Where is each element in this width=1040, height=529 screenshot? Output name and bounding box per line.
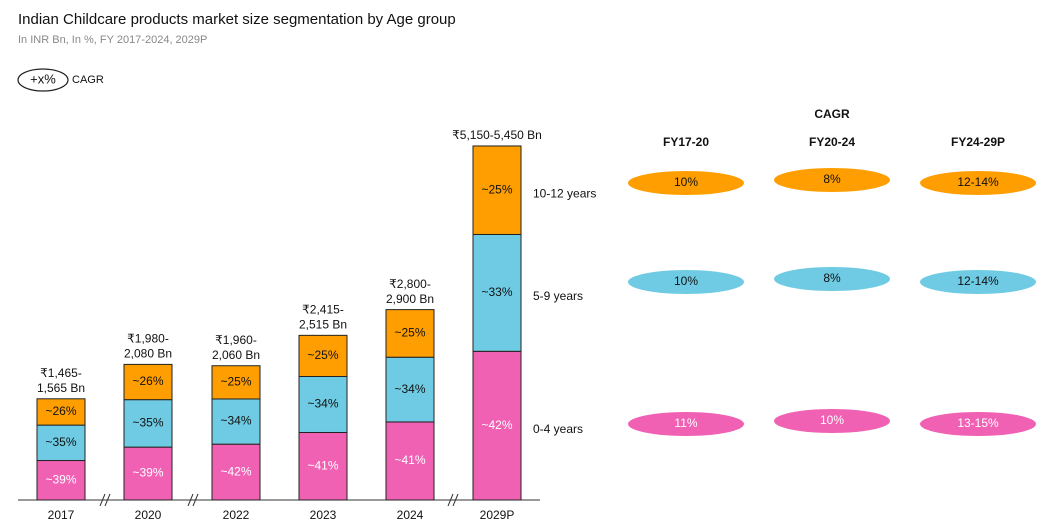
cagr-value: 10% xyxy=(674,274,698,288)
bar-segment xyxy=(211,443,261,501)
segment-label: ~41% xyxy=(394,453,425,467)
cagr-value: 12-14% xyxy=(957,274,999,288)
segment-label: ~25% xyxy=(307,348,338,362)
total-label: ₹1,980- xyxy=(127,332,169,346)
bar-segment xyxy=(36,398,86,426)
segment-label: ~42% xyxy=(220,464,251,478)
cagr-period: FY24-29P xyxy=(951,135,1005,149)
bar-segment xyxy=(472,233,522,352)
cagr-pill xyxy=(774,267,890,291)
segment-label: ~34% xyxy=(307,397,338,411)
segment-label: ~42% xyxy=(481,418,512,432)
total-label: ₹2,800- xyxy=(389,277,431,291)
bar-segment xyxy=(298,334,348,378)
segment-label: ~26% xyxy=(132,374,163,388)
cagr-value: 13-15% xyxy=(957,416,999,430)
segment-label: ~41% xyxy=(307,458,338,472)
segment-label: ~39% xyxy=(45,472,76,486)
cagr-title: CAGR xyxy=(814,107,850,121)
bar-segment xyxy=(298,431,348,501)
x-tick-label: 2024 xyxy=(397,508,424,522)
segment-label: ~34% xyxy=(220,414,251,428)
cagr-pill xyxy=(774,168,890,192)
segment-label: ~34% xyxy=(394,382,425,396)
total-label: 2,900 Bn xyxy=(386,292,434,306)
bar-segment xyxy=(123,446,173,501)
cagr-pill xyxy=(628,171,744,195)
total-label: 2,515 Bn xyxy=(299,318,347,332)
cagr-value: 8% xyxy=(823,271,841,285)
cagr-period: FY20-24 xyxy=(809,135,855,149)
cagr-value: 12-14% xyxy=(957,175,999,189)
cagr-value: 11% xyxy=(674,416,697,430)
cagr-badge xyxy=(17,68,69,92)
x-tick-label: 2022 xyxy=(223,508,250,522)
bar-segment xyxy=(472,350,522,501)
x-tick-label: 2029P xyxy=(480,508,515,522)
cagr-pill xyxy=(920,171,1036,195)
chart-title: Indian Childcare products market size se… xyxy=(18,11,456,28)
cagr-badge-text: +x% xyxy=(30,71,56,86)
cagr-pill xyxy=(628,270,744,294)
total-label: 2,060 Bn xyxy=(212,348,260,362)
cagr-pill xyxy=(920,412,1036,436)
segment-label: ~25% xyxy=(394,326,425,340)
chart-subtitle: In INR Bn, In %, FY 2017-2024, 2029P xyxy=(18,34,207,46)
axis-breaks xyxy=(99,493,459,507)
x-tick-label: 2017 xyxy=(48,508,75,522)
total-label: ₹1,465- xyxy=(40,366,82,380)
bar-segment xyxy=(211,398,261,445)
bar-segment xyxy=(385,309,435,358)
segment-label: ~25% xyxy=(220,375,251,389)
total-label: ₹1,960- xyxy=(215,333,257,347)
segment-label: ~26% xyxy=(45,404,76,418)
segment-label: ~35% xyxy=(132,416,163,430)
cagr-pill xyxy=(920,270,1036,294)
segment-label: ~25% xyxy=(481,182,512,196)
total-label: ₹5,150-5,450 Bn xyxy=(452,128,542,142)
legend-label: 5-9 years xyxy=(533,289,583,303)
segment-label: ~39% xyxy=(132,466,163,480)
segment-label: ~33% xyxy=(481,285,512,299)
total-label: 1,565 Bn xyxy=(37,381,85,395)
cagr-pill xyxy=(774,409,890,433)
bar-segment xyxy=(123,363,173,401)
cagr-period: FY17-20 xyxy=(663,135,709,149)
x-tick-label: 2023 xyxy=(310,508,337,522)
cagr-value: 8% xyxy=(823,172,841,186)
bar-segment xyxy=(472,145,522,235)
cagr-legend-text: CAGR xyxy=(72,74,104,86)
segment-label: ~35% xyxy=(45,435,76,449)
x-tick-label: 2020 xyxy=(135,508,162,522)
bar-segment xyxy=(385,356,435,423)
bar-segment xyxy=(211,365,261,400)
bar-segment xyxy=(36,460,86,501)
cagr-value: 10% xyxy=(820,413,844,427)
bar-segment xyxy=(298,376,348,433)
cagr-value: 10% xyxy=(674,175,698,189)
cagr-pill xyxy=(628,412,744,436)
bar-segment xyxy=(123,399,173,448)
legend-label: 10-12 years xyxy=(533,186,596,200)
legend-label: 0-4 years xyxy=(533,422,583,436)
total-label: 2,080 Bn xyxy=(124,347,172,361)
total-label: ₹2,415- xyxy=(302,303,344,317)
